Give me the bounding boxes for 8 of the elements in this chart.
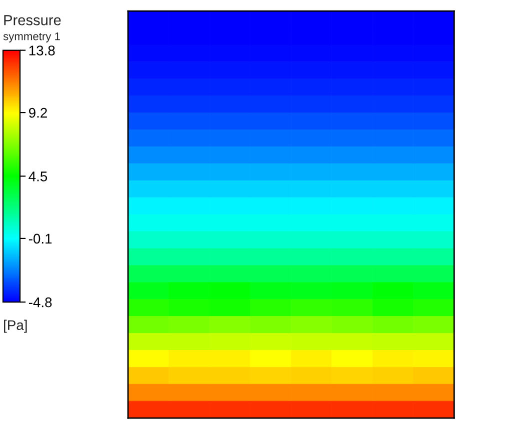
color-bar-title: [Pa] xyxy=(4,320,27,333)
color-bar-label: 9.2 xyxy=(29,108,47,118)
color-bar-label: -4.8 xyxy=(28,297,52,308)
color-bar-label: 13.8 xyxy=(29,46,55,56)
text: symmetry 1 xyxy=(3,32,60,42)
color-bar-label: -0.1 xyxy=(28,234,52,244)
color-bar-label: 4.5 xyxy=(28,172,48,182)
chart-title: Pressure xyxy=(4,15,61,26)
